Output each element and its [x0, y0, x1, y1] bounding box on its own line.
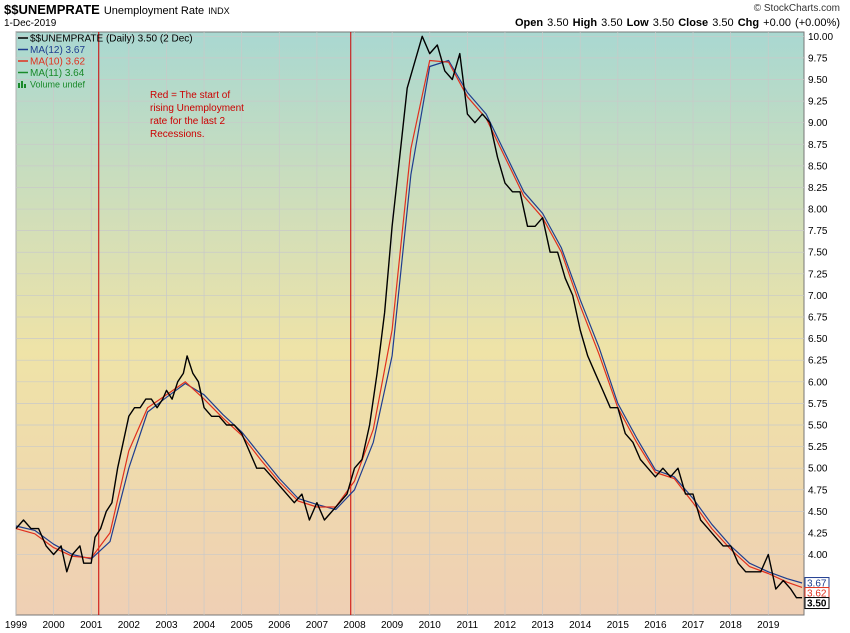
price-tags: 3.673.623.50 — [804, 577, 830, 610]
y-tick-label: 7.75 — [808, 226, 828, 237]
annotation-line: Recessions. — [150, 129, 204, 140]
price-tag-label: 3.50 — [807, 599, 827, 610]
y-tick-label: 7.50 — [808, 248, 828, 259]
x-tick-label: 2014 — [569, 620, 592, 631]
price-tag-label: 3.62 — [807, 589, 827, 600]
plot-area — [15, 31, 805, 616]
y-tick-label: 6.25 — [808, 356, 828, 367]
y-tick-label: 8.50 — [808, 161, 828, 172]
legend-entry: MA(10) 3.62 — [30, 57, 85, 68]
recession-markers — [98, 32, 352, 615]
x-tick-label: 2018 — [720, 620, 743, 631]
x-tick-label: 2001 — [80, 620, 103, 631]
legend-swatch — [24, 84, 26, 88]
y-tick-label: 10.00 — [808, 32, 833, 43]
x-tick-label: 2006 — [268, 620, 291, 631]
x-tick-label: 2015 — [607, 620, 630, 631]
x-tick-label: 2012 — [494, 620, 517, 631]
open-value: 3.50 — [547, 17, 569, 29]
x-tick-label: 2007 — [306, 620, 329, 631]
low-value: 3.50 — [652, 17, 675, 29]
legend: $$UNEMPRATE (Daily) 3.50 (2 Dec)MA(12) 3… — [18, 34, 193, 90]
symbol-code: $$UNEMPRATE — [4, 2, 100, 17]
annotation-text: Red = The start of rising Unemployment rat… — [150, 90, 244, 140]
ohlc-readout: Open 3.50 High 3.50 Low 3.50 Close 3.50 … — [514, 17, 840, 29]
y-tick-label: 6.50 — [808, 334, 828, 345]
y-tick-label: 8.75 — [808, 140, 828, 151]
annotation-line: Red = The start of — [150, 90, 230, 101]
close-value: 3.50 — [712, 17, 734, 29]
x-tick-label: 2013 — [531, 620, 554, 631]
series-line-0 — [15, 35, 803, 599]
y-tick-label: 9.00 — [808, 118, 828, 129]
series-line-2 — [15, 59, 803, 588]
legend-entry: MA(11) 3.64 — [30, 68, 85, 79]
y-tick-label: 5.50 — [808, 420, 828, 431]
y-tick-label: 8.00 — [808, 205, 828, 216]
x-tick-label: 2004 — [193, 620, 216, 631]
x-tick-label: 2005 — [231, 620, 254, 631]
symbol-title: $$UNEMPRATE Unemployment Rate INDX — [4, 2, 230, 17]
legend-swatch — [18, 83, 20, 88]
x-tick-label: 2009 — [381, 620, 404, 631]
high-value: 3.50 — [601, 17, 623, 29]
x-tick-label: 1999 — [5, 620, 28, 631]
y-tick-label: 9.50 — [808, 75, 828, 86]
y-tick-label: 4.75 — [808, 485, 828, 496]
y-tick-label: 6.00 — [808, 377, 828, 388]
price-tag-box — [804, 597, 830, 610]
y-tick-label: 9.75 — [808, 53, 828, 64]
annotation-line: rate for the last 2 — [150, 116, 225, 127]
x-tick-label: 2019 — [757, 620, 780, 631]
chart-date: 1-Dec-2019 — [4, 18, 57, 29]
change-value: +0.00 (+0.00%) — [763, 17, 840, 29]
y-tick-label: 7.25 — [808, 269, 828, 280]
series-line-1 — [15, 59, 803, 584]
legend-swatch — [21, 81, 23, 88]
y-tick-label: 7.00 — [808, 291, 828, 302]
legend-entry: $$UNEMPRATE (Daily) 3.50 (2 Dec) — [30, 34, 193, 45]
x-tick-label: 2008 — [343, 620, 366, 631]
x-tick-label: 2003 — [155, 620, 178, 631]
x-axis: 1999 2000 2001 2002 2003 2004 2005 2006 2007 2008… — [5, 620, 780, 631]
series-lines — [15, 35, 803, 599]
x-tick-label: 2017 — [682, 620, 705, 631]
grid — [15, 32, 804, 615]
price-tag-label: 3.67 — [807, 579, 827, 590]
symbol-name: Unemployment Rate — [103, 5, 205, 17]
x-tick-label: 2016 — [644, 620, 667, 631]
x-tick-label: 2011 — [457, 620, 479, 631]
brand-watermark: © StockCharts.com — [753, 3, 840, 14]
y-tick-label: 4.50 — [808, 507, 828, 518]
x-tick-label: 2010 — [419, 620, 442, 631]
y-tick-label: 8.25 — [808, 183, 828, 194]
x-tick-label: 2000 — [42, 620, 65, 631]
legend-entry: Volume undef — [30, 80, 86, 90]
y-axis: 4.00 4.25 4.50 4.75 5.00 5.25 5.50 5.75 6.00 6.25… — [808, 32, 833, 561]
y-tick-label: 9.25 — [808, 97, 828, 108]
y-tick-label: 5.00 — [808, 464, 828, 475]
chart-header: $$UNEMPRATE Unemployment Rate INDX 1-Dec-2… — [4, 2, 846, 32]
annotation-line: rising Unemployment — [150, 103, 244, 114]
symbol-exchange: INDX — [208, 6, 230, 16]
legend-entry: MA(12) 3.67 — [30, 45, 85, 56]
y-tick-label: 4.00 — [808, 550, 828, 561]
x-tick-label: 2002 — [118, 620, 141, 631]
y-tick-label: 5.25 — [808, 442, 828, 453]
y-tick-label: 6.75 — [808, 313, 828, 324]
y-tick-label: 5.75 — [808, 399, 828, 410]
y-tick-label: 4.25 — [808, 528, 828, 539]
